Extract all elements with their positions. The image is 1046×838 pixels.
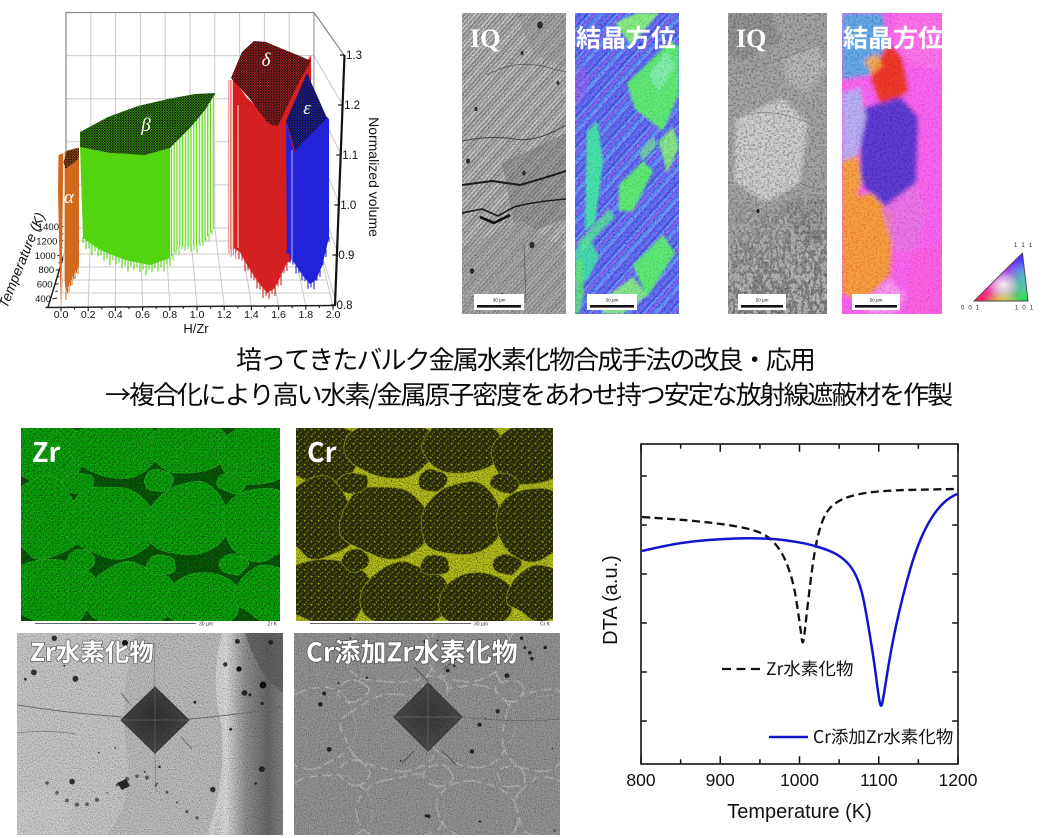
svg-text:1.8: 1.8 (298, 309, 313, 321)
svg-text:30 µm: 30 µm (606, 298, 619, 303)
svg-text:ε: ε (303, 98, 311, 119)
svg-text:Zr K: Zr K (268, 622, 278, 627)
svg-text:β: β (140, 115, 151, 136)
svg-text:1.1: 1.1 (342, 150, 358, 162)
svg-text:30 µm: 30 µm (474, 622, 488, 627)
svg-text:1.0: 1.0 (340, 200, 356, 212)
svg-text:DTA (a.u.): DTA (a.u.) (600, 555, 622, 645)
svg-text:1.2: 1.2 (344, 100, 360, 112)
svg-text:800: 800 (626, 770, 655, 790)
svg-text:1.0: 1.0 (190, 309, 205, 321)
svg-text:900: 900 (706, 770, 735, 790)
svg-text:0.2: 0.2 (81, 309, 96, 321)
svg-text:Temperature (K): Temperature (K) (727, 801, 872, 823)
svg-text:0.9: 0.9 (338, 250, 354, 262)
svg-text:600: 600 (37, 280, 53, 291)
svg-text:IQ: IQ (736, 24, 766, 53)
svg-text:0.8: 0.8 (337, 300, 353, 312)
svg-text:30 µm: 30 µm (493, 298, 506, 303)
svg-text:0.8: 0.8 (162, 309, 177, 321)
svg-text:400: 400 (35, 294, 51, 305)
svg-text:1.4: 1.4 (244, 309, 259, 321)
svg-text:Cr K: Cr K (540, 622, 551, 627)
svg-text:1 1 1: 1 1 1 (1014, 243, 1033, 249)
svg-text:0.4: 0.4 (108, 309, 123, 321)
svg-text:1 0 1: 1 0 1 (1015, 306, 1034, 312)
svg-text:1100: 1100 (860, 770, 898, 790)
svg-text:H/Zr: H/Zr (183, 321, 209, 336)
svg-text:1000: 1000 (35, 251, 56, 262)
svg-text:0 0 1: 0 0 1 (961, 306, 980, 312)
svg-text:30 µm: 30 µm (199, 622, 213, 627)
svg-text:0.0: 0.0 (54, 309, 69, 321)
svg-text:800: 800 (38, 265, 54, 276)
svg-text:50 µm: 50 µm (870, 298, 883, 303)
svg-text:α: α (64, 187, 75, 208)
svg-text:2.0: 2.0 (326, 309, 341, 321)
svg-text:1.2: 1.2 (217, 309, 232, 321)
svg-text:0.6: 0.6 (135, 309, 150, 321)
svg-text:1200: 1200 (36, 236, 57, 247)
svg-text:1200: 1200 (939, 770, 978, 790)
svg-text:50 µm: 50 µm (756, 298, 769, 303)
svg-text:1.6: 1.6 (271, 309, 286, 321)
svg-text:IQ: IQ (470, 24, 500, 53)
svg-text:1000: 1000 (780, 770, 819, 790)
svg-text:δ: δ (262, 50, 272, 71)
svg-text:1400: 1400 (38, 222, 59, 233)
svg-text:Normalized volume: Normalized volume (366, 117, 382, 237)
svg-text:1.3: 1.3 (346, 50, 362, 62)
